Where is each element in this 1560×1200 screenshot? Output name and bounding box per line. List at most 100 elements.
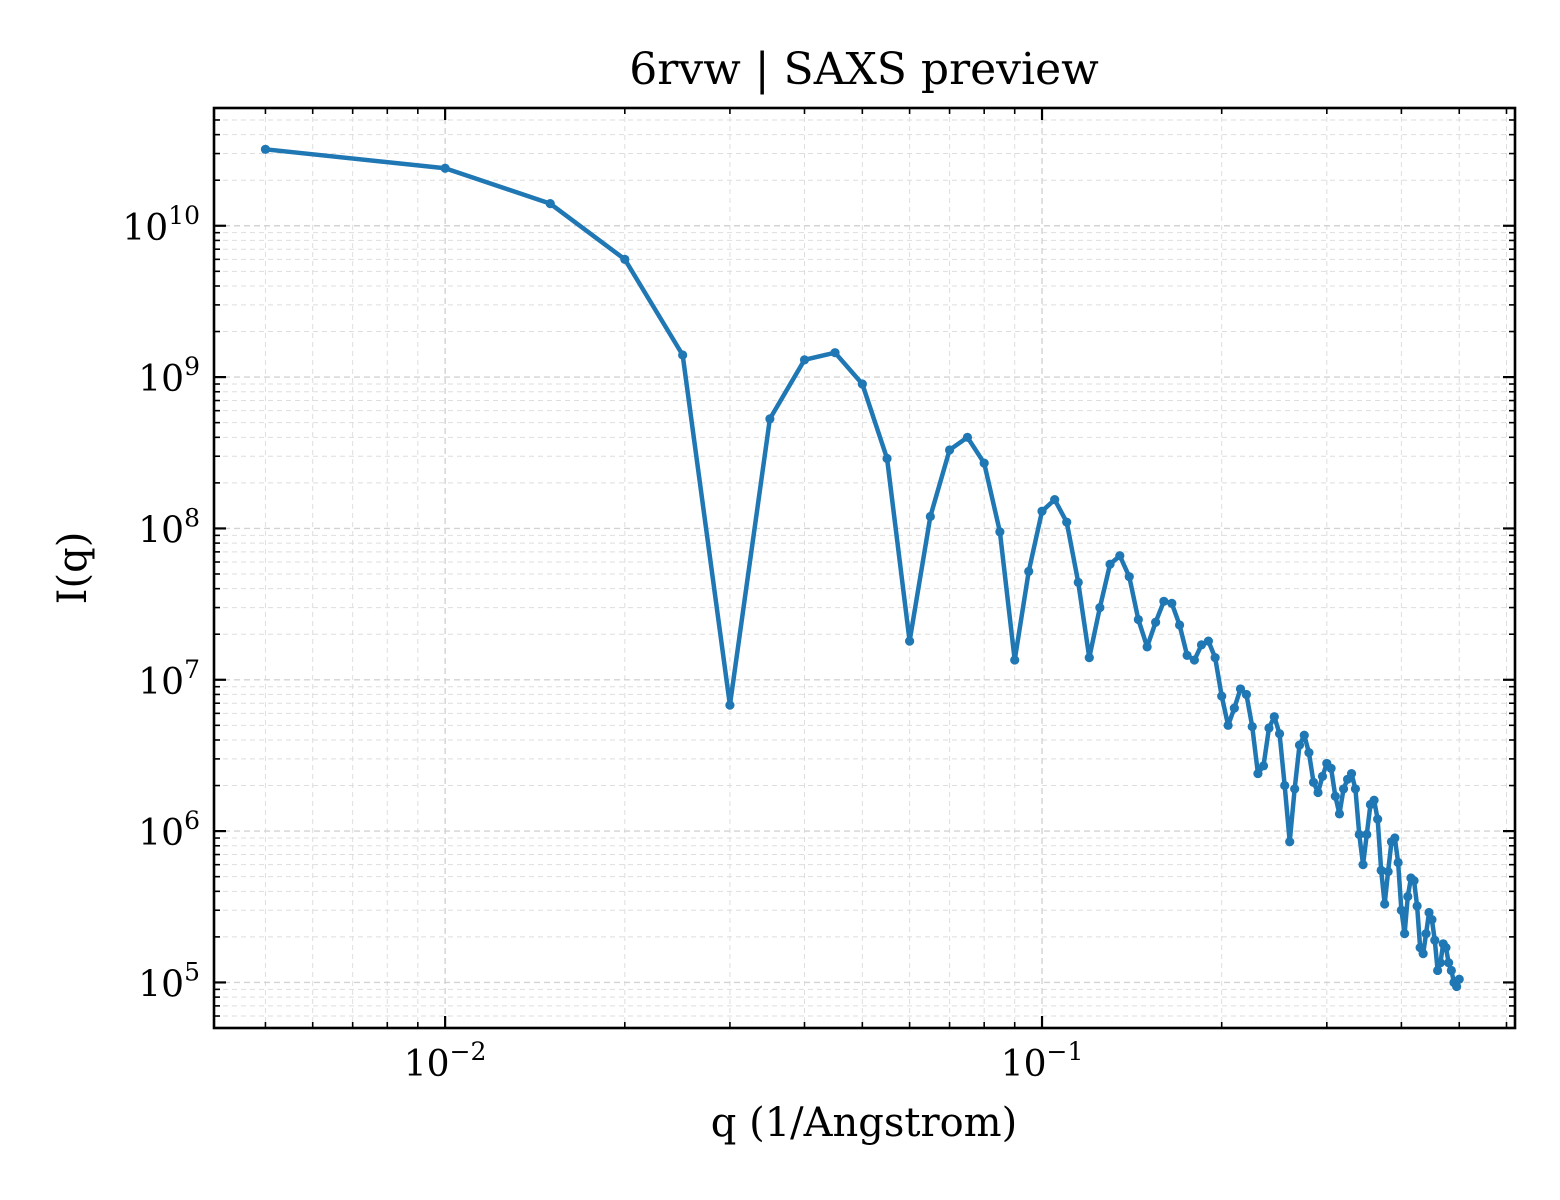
x-tick-label: 10−1: [1001, 1037, 1084, 1085]
data-point: [799, 355, 810, 365]
data-point: [1435, 958, 1446, 968]
data-point: [1452, 981, 1462, 992]
data-point: [1105, 559, 1115, 569]
data-point: [1285, 837, 1295, 847]
data-point: [1409, 876, 1419, 886]
data-point: [1313, 787, 1323, 798]
data-point: [925, 511, 935, 522]
data-point: [620, 254, 630, 264]
data-point: [1189, 655, 1199, 665]
data-point: [905, 636, 915, 646]
data-point: [962, 432, 973, 442]
data-point: [1142, 642, 1152, 652]
data-series: [260, 144, 1464, 992]
data-point: [1390, 833, 1400, 843]
y-tick-label: 108: [138, 503, 200, 551]
data-point: [1380, 899, 1390, 909]
data-point: [1362, 829, 1372, 840]
y-tick-label: 106: [138, 806, 200, 854]
data-point: [1062, 517, 1072, 527]
data-point: [1393, 857, 1403, 868]
data-point: [1441, 942, 1451, 953]
data-point: [1258, 761, 1269, 771]
data-point: [1400, 929, 1410, 939]
data-point: [1446, 965, 1456, 976]
data-point: [440, 163, 450, 173]
data-point: [1182, 650, 1192, 660]
data-point: [1174, 620, 1185, 630]
data-point: [1308, 777, 1319, 787]
data-point: [1167, 598, 1177, 608]
data-point: [1159, 596, 1169, 606]
data-point: [1217, 691, 1227, 701]
data-point: [1383, 867, 1393, 877]
data-point: [1304, 748, 1314, 758]
data-point: [1317, 771, 1328, 781]
data-point: [1373, 814, 1383, 824]
data-point: [765, 414, 775, 424]
data-point: [1235, 684, 1246, 694]
data-point: [1418, 949, 1428, 959]
y-tick-labels: 105 106 107 108 109 1010: [122, 201, 200, 1006]
x-tick-label: 10−2: [404, 1037, 487, 1085]
data-point: [1444, 958, 1454, 968]
data-point: [1196, 640, 1207, 650]
data-point: [995, 527, 1005, 537]
data-point: [1421, 929, 1431, 939]
data-point: [1430, 935, 1440, 945]
data-point: [1095, 602, 1105, 613]
data-point: [1424, 907, 1434, 918]
data-point: [1024, 566, 1034, 577]
x-tick-labels: 10−2 10−1: [404, 1037, 1084, 1085]
data-point: [1403, 891, 1413, 902]
data-point: [545, 199, 555, 209]
y-tick-label: 107: [138, 655, 200, 703]
data-point: [725, 700, 735, 710]
x-axis-label: q (1/Angstrom): [711, 1100, 1017, 1146]
data-point: [1334, 809, 1345, 819]
minor-gridlines: [214, 107, 1515, 1029]
y-tick-label: 105: [138, 957, 200, 1005]
major-gridlines: [214, 108, 1515, 1028]
data-point: [1290, 784, 1300, 794]
data-point: [1358, 860, 1368, 870]
data-point: [1326, 763, 1336, 773]
data-point: [857, 379, 867, 389]
data-point: [1350, 784, 1361, 794]
data-point: [1247, 722, 1257, 732]
data-point: [979, 458, 989, 468]
data-point: [1151, 617, 1161, 627]
data-point: [1269, 712, 1279, 722]
data-point: [1133, 614, 1143, 625]
data-point: [1073, 577, 1083, 587]
data-point: [1280, 780, 1290, 791]
data-point: [1037, 506, 1047, 516]
data-point: [1223, 720, 1233, 730]
data-point: [1454, 974, 1464, 984]
data-point: [1115, 551, 1125, 561]
data-point: [1376, 865, 1386, 876]
data-point: [1084, 653, 1094, 663]
data-point: [1274, 729, 1285, 739]
data-point: [1264, 723, 1274, 733]
data-point: [260, 144, 271, 154]
data-point: [1241, 689, 1252, 700]
data-point: [944, 445, 955, 455]
data-point: [1010, 655, 1020, 665]
data-point: [1299, 730, 1309, 740]
data-point: [1253, 768, 1263, 779]
data-point: [1124, 572, 1134, 582]
data-point: [1427, 915, 1437, 925]
y-tick-label: 1010: [122, 201, 200, 249]
data-point: [678, 350, 688, 360]
y-tick-label: 109: [138, 352, 200, 400]
data-point: [1330, 791, 1340, 801]
data-point: [1412, 901, 1422, 911]
data-point: [1203, 636, 1214, 646]
chart-title: 6rvw | SAXS preview: [629, 44, 1099, 95]
plot-frame: [212, 106, 1517, 1030]
data-point: [1433, 965, 1443, 976]
data-point: [830, 348, 840, 358]
